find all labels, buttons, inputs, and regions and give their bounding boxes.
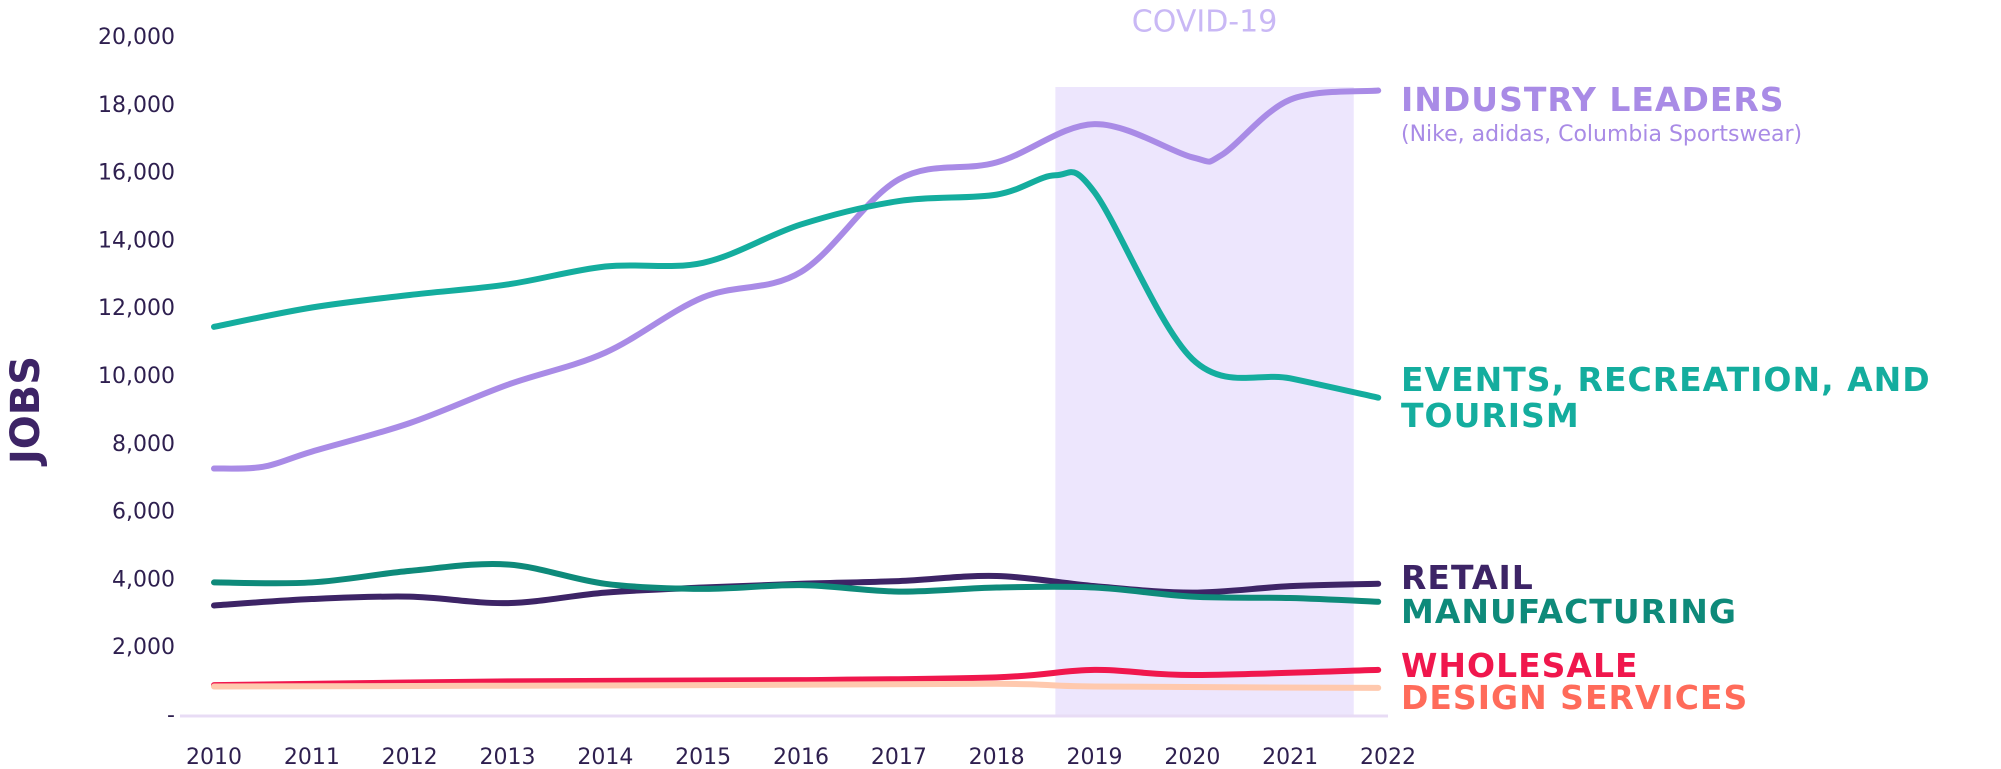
series-line	[211, 666, 1382, 689]
x-tick-label: 2015	[675, 745, 731, 769]
x-tick-label: 2010	[186, 745, 242, 769]
x-tick-label: 2018	[969, 745, 1025, 769]
y-tick-label: 4,000	[112, 567, 175, 592]
y-tick-label: 20,000	[98, 25, 175, 50]
series-line	[211, 561, 1382, 605]
x-tick-label: 2019	[1067, 745, 1123, 769]
x-tick-label: 2020	[1164, 745, 1220, 769]
y-tick-label: 10,000	[98, 364, 175, 389]
series-note: (Nike, adidas, Columbia Sportswear)	[1401, 122, 1803, 147]
y-tick-label: 8,000	[112, 432, 175, 457]
y-tick-label: -	[167, 703, 175, 728]
series-line	[211, 87, 1382, 472]
x-tick-label: 2014	[577, 745, 633, 769]
series-label: DESIGN SERVICES	[1401, 678, 1749, 717]
y-tick-label: 6,000	[112, 500, 175, 525]
covid-band	[1055, 87, 1354, 716]
x-tick-label: 2016	[773, 745, 829, 769]
series-label: INDUSTRY LEADERS	[1401, 80, 1785, 119]
series-label: MANUFACTURING	[1401, 592, 1738, 631]
x-tick-label: 2013	[480, 745, 536, 769]
x-tick-label: 2021	[1262, 745, 1318, 769]
x-tick-label: 2011	[284, 745, 340, 769]
x-tick-label: 2017	[871, 745, 927, 769]
y-tick-label: 14,000	[98, 228, 175, 253]
y-tick-label: 16,000	[98, 161, 175, 186]
series-label: RETAIL	[1401, 558, 1534, 597]
x-tick-label: 2012	[382, 745, 438, 769]
series-line	[211, 680, 1382, 691]
y-tick-label: 2,000	[112, 635, 175, 660]
y-tick-label: 12,000	[98, 296, 175, 321]
y-axis-label: JOBS	[3, 356, 49, 467]
covid-label: COVID-19	[1132, 5, 1278, 40]
x-tick-label: 2022	[1360, 745, 1416, 769]
series-label: WHOLESALE	[1401, 646, 1639, 685]
y-tick-label: 18,000	[98, 93, 175, 118]
series-line	[211, 169, 1382, 401]
series-label: EVENTS, RECREATION, AND TOURISM	[1401, 360, 1931, 435]
